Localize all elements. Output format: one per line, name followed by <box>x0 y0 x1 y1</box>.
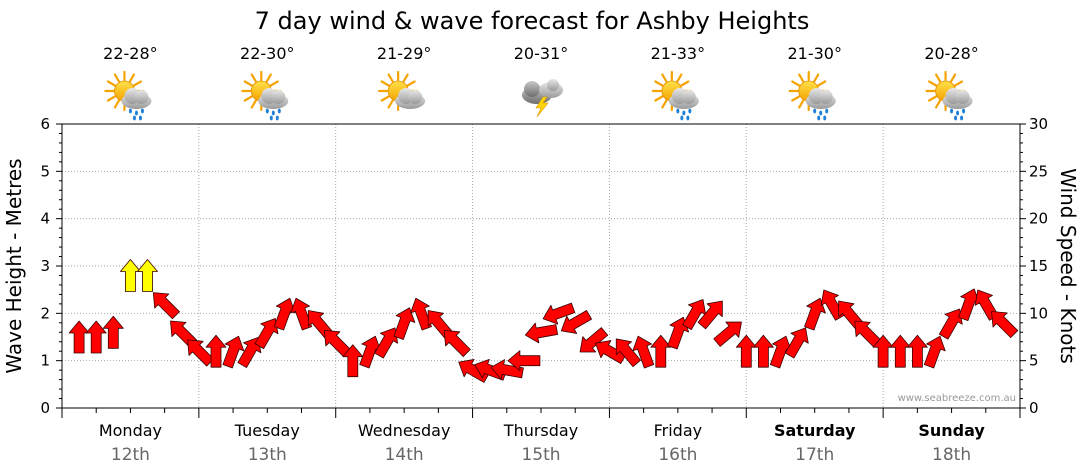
left-tick-label: 6 <box>40 115 50 133</box>
left-tick-label: 4 <box>40 210 50 228</box>
day-date-label: 18th <box>932 445 971 465</box>
right-axis-ticks: 0 5 10 15 20 25 30 <box>1020 115 1048 417</box>
right-tick-label: 25 <box>1029 162 1048 180</box>
right-tick-label: 10 <box>1029 304 1048 322</box>
left-tick-label: 3 <box>40 257 50 275</box>
wind-arrow <box>595 340 627 364</box>
wind-arrow <box>579 327 609 353</box>
wind-arrow <box>393 307 416 340</box>
temperature-labels: 22-28° 22-30° 21-29° 20-31° 21-33° 21-30° 20-2… <box>103 44 979 63</box>
wind-arrow <box>68 320 90 354</box>
wind-arrow <box>560 310 592 334</box>
wind-arrow <box>374 327 399 359</box>
wind-arrow <box>222 335 245 369</box>
wind-arrow <box>205 334 227 368</box>
wind-arrow <box>85 320 107 354</box>
wind-arrow <box>290 297 313 331</box>
wind-arrow <box>254 318 279 350</box>
temperature-label: 21-33° <box>651 44 706 63</box>
sun-cloud-rain-icon <box>788 70 836 121</box>
wind-arrow <box>152 292 180 320</box>
wind-arrow <box>889 334 911 368</box>
wind-arrow <box>650 334 672 368</box>
temperature-label: 21-30° <box>787 44 842 63</box>
day-name-label: Wednesday <box>358 421 451 440</box>
wind-arrow <box>923 335 946 369</box>
wind-arrow <box>632 335 655 369</box>
wind-arrow <box>410 297 432 331</box>
wind-arrow <box>237 336 262 368</box>
temperature-label: 22-30° <box>240 44 295 63</box>
weather-icons <box>104 70 973 121</box>
temperature-label: 22-28° <box>103 44 158 63</box>
day-date-label: 13th <box>248 445 287 465</box>
chart-title: 7 day wind & wave forecast for Ashby Hei… <box>255 7 810 35</box>
wind-arrow <box>697 300 723 330</box>
day-date-label: 14th <box>385 445 424 465</box>
right-tick-label: 30 <box>1029 115 1048 133</box>
right-tick-label: 15 <box>1029 257 1048 275</box>
grid-lines <box>62 124 1020 408</box>
wind-arrow <box>615 338 642 368</box>
day-name-label: Saturday <box>774 421 856 440</box>
wind-arrow <box>938 308 963 340</box>
wind-arrow <box>490 359 524 380</box>
left-tick-label: 5 <box>40 162 50 180</box>
temperature-label: 20-31° <box>514 44 569 63</box>
wind-arrows <box>68 259 1019 383</box>
day-date-label: 17th <box>795 445 834 465</box>
wind-arrow <box>991 311 1019 339</box>
right-tick-label: 20 <box>1029 210 1048 228</box>
day-labels: Monday 12th Tuesday 13th Wednesday 14th Thursd… <box>99 421 986 465</box>
left-axis-ticks: 0 1 2 3 4 5 6 <box>40 115 62 417</box>
left-tick-label: 0 <box>40 399 50 417</box>
sun-cloud-rain-icon <box>651 70 699 121</box>
right-axis-title: Wind Speed - Knots <box>1056 168 1080 364</box>
wind-arrow <box>443 329 471 357</box>
right-tick-label: 5 <box>1029 352 1039 370</box>
wind-arrow <box>119 259 141 292</box>
wind-arrow <box>102 315 124 349</box>
temperature-label: 20-28° <box>924 44 979 63</box>
wind-arrow <box>273 297 296 331</box>
temperature-label: 21-29° <box>377 44 432 63</box>
wind-arrow <box>187 339 215 367</box>
wind-arrow <box>804 297 826 331</box>
credit-text: www.seabreeze.com.au <box>898 393 1016 404</box>
wind-arrow <box>713 321 742 347</box>
sun-cloud-rain-icon <box>241 70 289 121</box>
left-axis-title: Wave Height - Metres <box>2 158 26 373</box>
wind-arrow <box>735 334 757 368</box>
sun-cloud-rain-icon <box>104 70 152 121</box>
wind-arrow <box>542 302 576 325</box>
sun-cloud-icon <box>378 70 426 112</box>
wind-arrow <box>342 344 364 378</box>
x-axis-ticks <box>61 408 1021 418</box>
wind-arrow <box>907 334 928 368</box>
day-name-label: Friday <box>654 421 703 440</box>
left-tick-label: 2 <box>40 304 50 322</box>
day-name-label: Sunday <box>918 421 985 440</box>
day-date-label: 12th <box>111 445 150 465</box>
day-name-label: Tuesday <box>234 421 300 440</box>
day-date-label: 16th <box>658 445 697 465</box>
sun-cloud-rain-icon <box>925 70 973 121</box>
right-tick-label: 0 <box>1029 399 1039 417</box>
left-tick-label: 1 <box>40 352 50 370</box>
day-name-label: Thursday <box>503 421 578 440</box>
wind-arrow <box>753 334 774 368</box>
wind-arrow <box>137 259 158 292</box>
day-name-label: Monday <box>99 421 162 440</box>
wind-arrow <box>524 322 559 344</box>
wind-arrow <box>507 350 541 372</box>
day-date-label: 15th <box>521 445 560 465</box>
wind-arrow <box>784 327 809 359</box>
storm-cloud-icon <box>522 79 563 118</box>
